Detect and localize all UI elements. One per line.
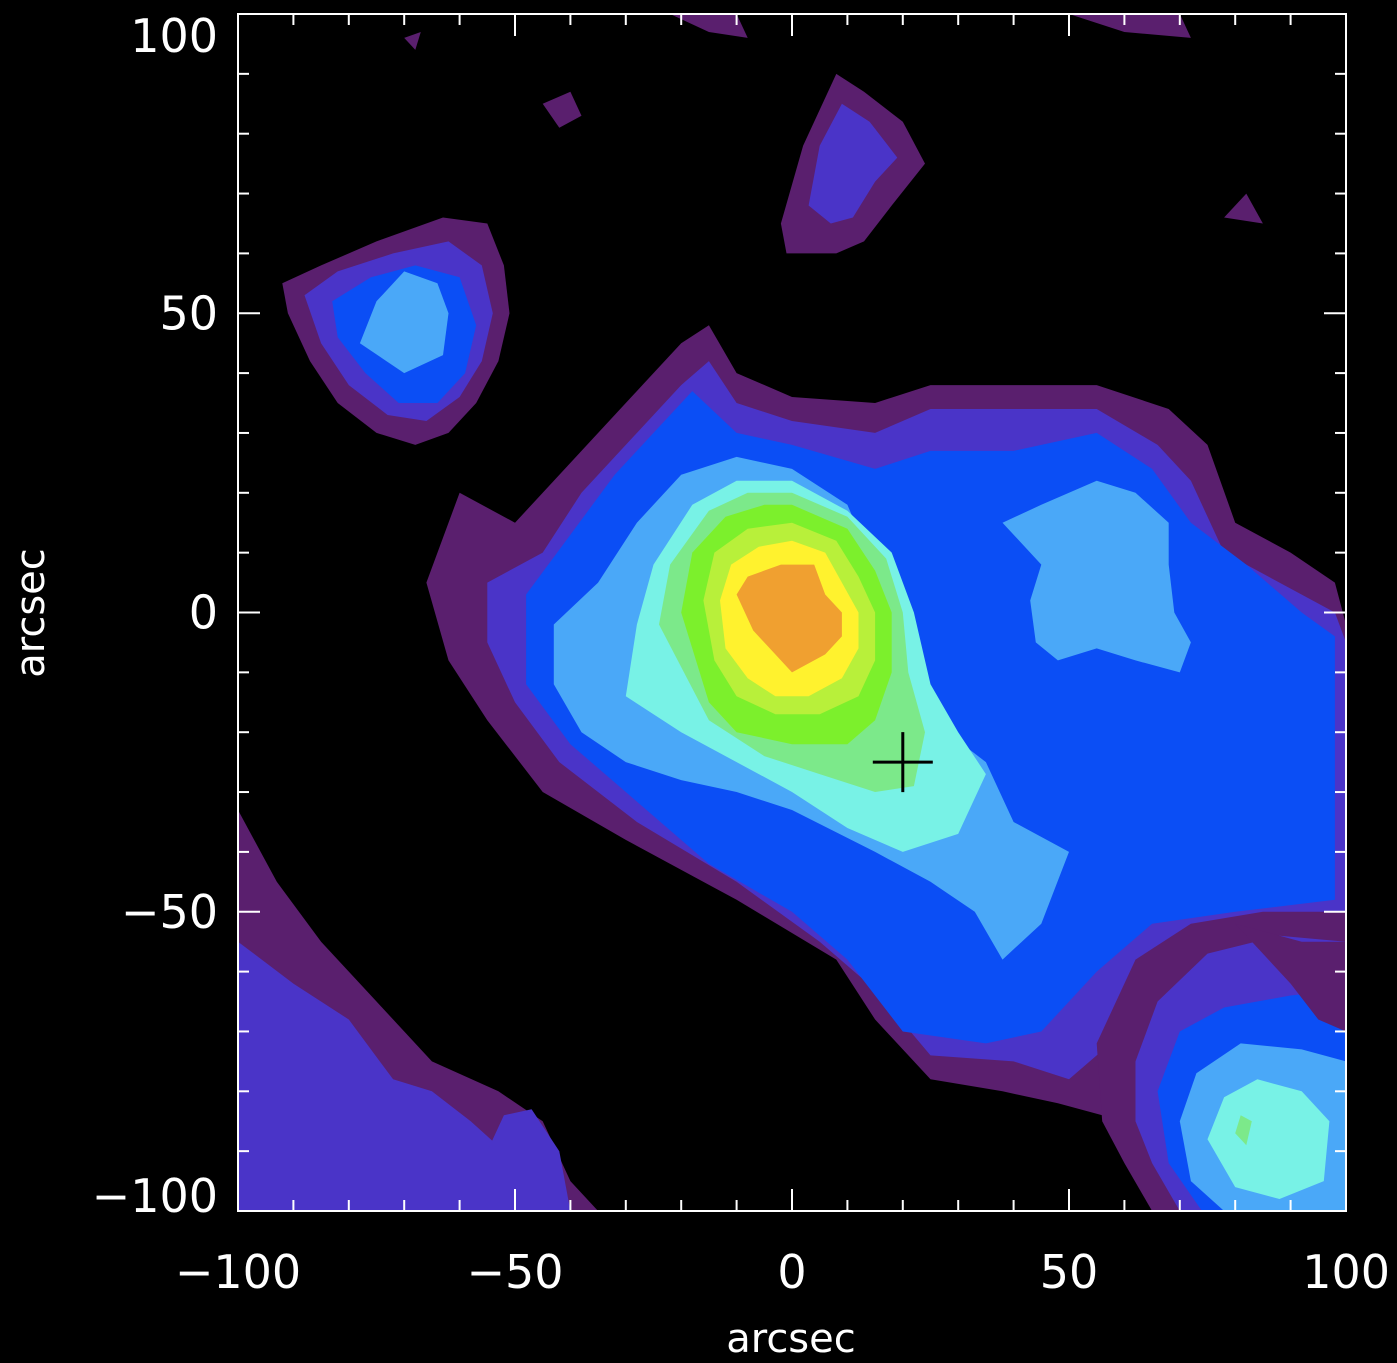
axis-ticks — [237, 13, 1347, 1212]
y-tick-label: −50 — [121, 885, 218, 939]
bottom-right-blob-contour-level-4 — [1207, 1079, 1330, 1199]
small-dark-spots-contour-level-0 — [542, 91, 582, 128]
y-tick-label: 100 — [130, 9, 218, 63]
small-dark-spots-contour-level-0 — [1224, 193, 1263, 224]
y-tick-labels: −100 −50 0 50 100 — [92, 9, 218, 1223]
y-tick-label: 50 — [159, 286, 218, 340]
x-tick-label: −50 — [466, 1245, 563, 1299]
y-axis-title: arcsec — [8, 548, 54, 678]
y-tick-label: 0 — [189, 586, 218, 640]
top-center-blob-region — [780, 73, 925, 254]
bottom-right-blob-region — [1096, 911, 1346, 1211]
y-tick-label: −100 — [92, 1169, 218, 1223]
x-tick-label: 0 — [777, 1245, 806, 1299]
small-dark-spots-contour-level-0 — [404, 32, 421, 50]
contour-layers — [238, 14, 1346, 1211]
bottom-left-patch-contour-level-1 — [487, 1109, 571, 1211]
x-tick-label: 50 — [1040, 1245, 1099, 1299]
x-tick-label: 100 — [1302, 1245, 1390, 1299]
x-axis-title: arcsec — [726, 1316, 856, 1362]
bottom-left-region-region — [238, 810, 599, 1211]
small-dark-spots-contour-level-0 — [1235, 923, 1346, 1032]
main-peak-contour-level-9 — [736, 564, 842, 673]
bottom-right-blob-contour-level-5 — [1235, 1115, 1252, 1146]
bottom-left-patch-region — [487, 1109, 571, 1211]
top-center-blob-contour-level-1 — [808, 103, 898, 224]
small-dark-spots-contour-level-0 — [1069, 14, 1191, 38]
x-tick-labels: −100 −50 0 50 100 — [175, 1245, 1390, 1299]
upper-left-blob-contour-level-3 — [359, 271, 449, 374]
right-lobe-region — [1002, 480, 1191, 673]
target-marker — [872, 732, 933, 793]
bottom-left-region-contour-level-1 — [238, 941, 571, 1211]
small-dark-spots-contour-level-0 — [670, 14, 748, 38]
small-dark-spots-region — [404, 14, 1346, 1032]
upper-left-blob-region — [282, 217, 510, 445]
x-tick-label: −100 — [175, 1245, 301, 1299]
right-lobe-contour-level-3 — [1002, 480, 1191, 673]
